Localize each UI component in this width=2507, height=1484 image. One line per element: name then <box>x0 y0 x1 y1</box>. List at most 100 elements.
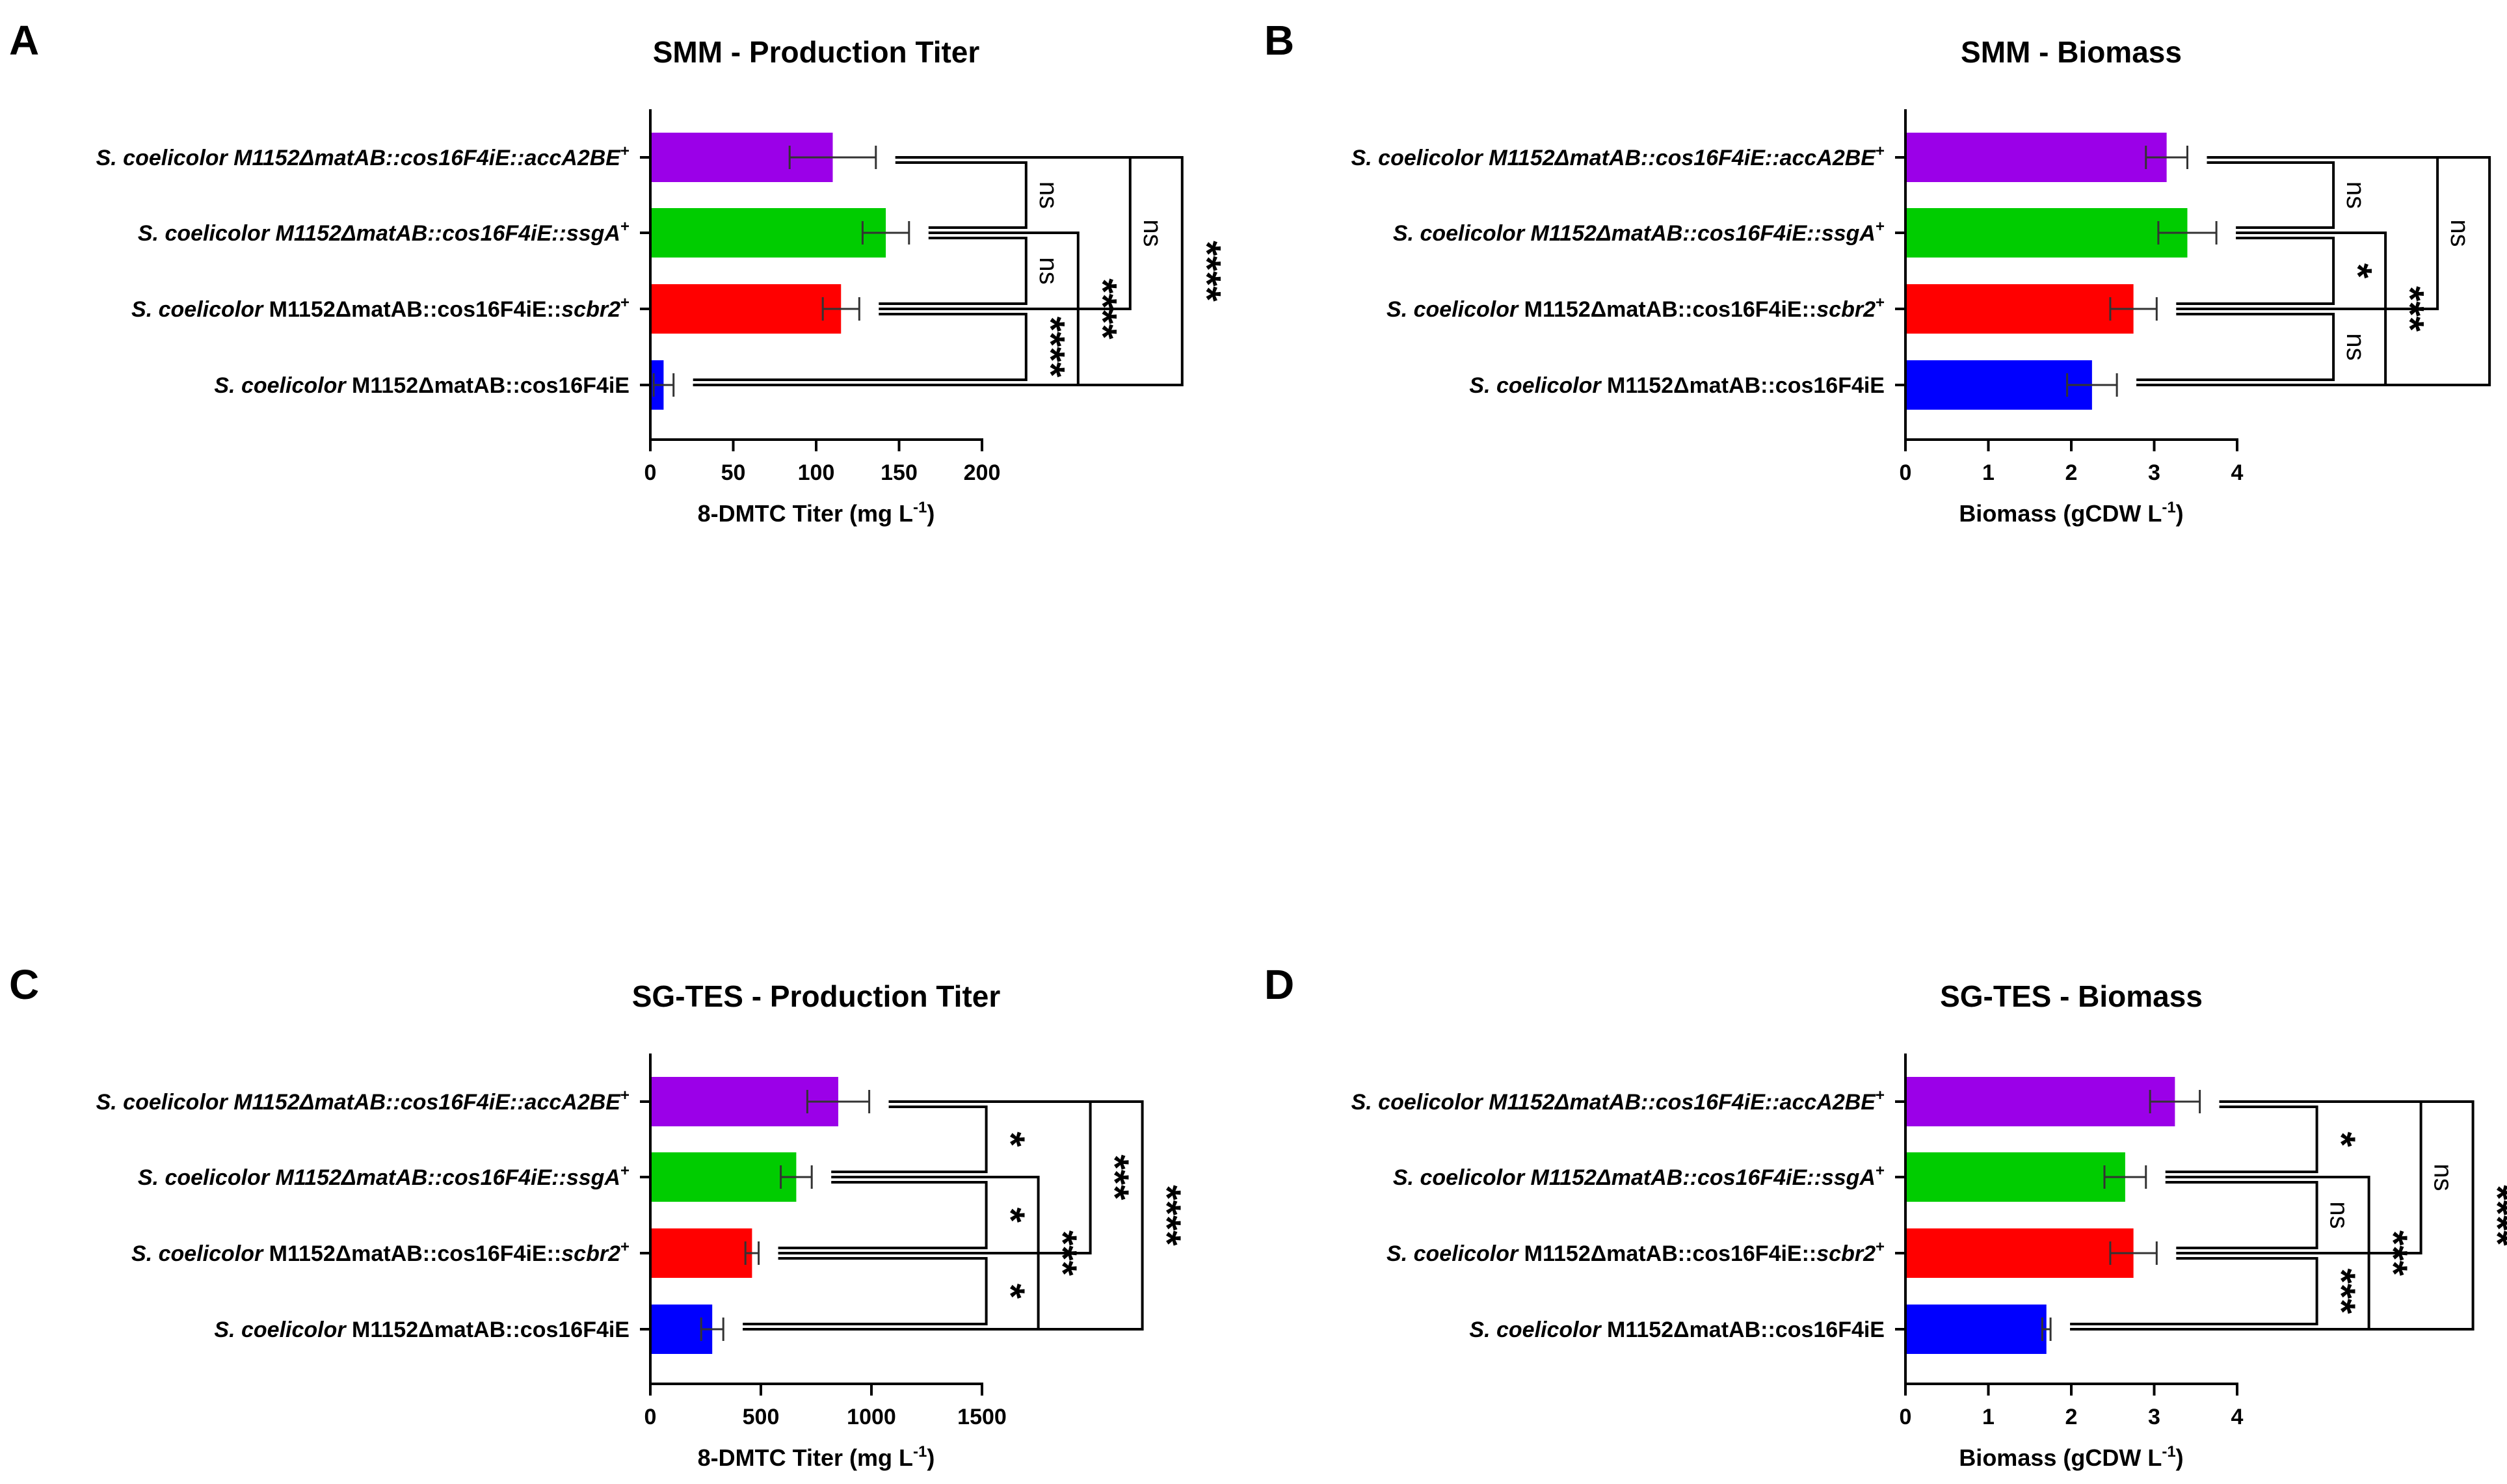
category-label-control: S. coelicolor M1152ΔmatAB::cos16F4iE <box>1469 1318 1885 1342</box>
category-superscript: + <box>1876 218 1885 235</box>
category-species: S. coelicolor <box>214 373 352 398</box>
significance-bracket <box>778 1181 988 1249</box>
significance-label: * <box>2320 1132 2363 1147</box>
x-tick-label: 0 <box>1900 460 1912 485</box>
x-tick-label: 50 <box>721 460 746 485</box>
category-label-accA2BE: S. coelicolor M1152ΔmatAB::cos16F4iE::ac… <box>1351 142 1885 170</box>
panel-label: C <box>9 961 39 1008</box>
x-axis-title-end: ) <box>2176 500 2184 527</box>
panel-b: B SMM - Biomass S. coelicolor M1152ΔmatAB:… <box>1264 17 2507 527</box>
significance-label: **** <box>1185 241 1228 302</box>
category-strain: M1152ΔmatAB::cos16F4iE::accA2BE <box>1489 146 1876 170</box>
significance-label: **** <box>1145 1185 1189 1246</box>
significance-label: *** <box>2320 1268 2363 1314</box>
x-axis-title: 8-DMTC Titer (mg L-1) <box>698 499 935 527</box>
bar-scbr2 <box>650 284 842 334</box>
x-tick-label: 100 <box>798 460 835 485</box>
x-tick-label: 4 <box>2231 460 2244 485</box>
category-species: S. coelicolor <box>1469 373 1607 398</box>
x-tick-label: 2 <box>2065 460 2078 485</box>
category-species: S. coelicolor <box>214 1318 352 1342</box>
bar-control <box>1905 360 2092 410</box>
category-superscript: + <box>620 1238 630 1256</box>
x-tick-label: 1 <box>1982 1405 1995 1429</box>
x-tick-label: 1500 <box>957 1405 1007 1429</box>
category-species: S. coelicolor <box>1351 1090 1489 1115</box>
significance-bracket <box>2165 1181 2318 1249</box>
category-species: S. coelicolor <box>1393 221 1531 246</box>
x-tick-label: 3 <box>2148 1405 2160 1429</box>
significance-bracket <box>2136 313 2335 381</box>
x-axis-title-end: ) <box>2176 1444 2184 1471</box>
category-superscript: + <box>620 294 630 311</box>
category-label-accA2BE: S. coelicolor M1152ΔmatAB::cos16F4iE::ac… <box>1351 1087 1885 1115</box>
significance-label: ns <box>1034 257 1063 284</box>
significance-bracket <box>831 1106 988 1173</box>
panel-d: D SG-TES - Biomass S. coelicolor M1152Δmat… <box>1264 961 2507 1471</box>
x-axis-title-sup: -1 <box>2162 1443 2175 1461</box>
category-superscript: + <box>1876 142 1885 160</box>
panel-c: C SG-TES - Production Titer S. coelicolor … <box>9 961 1189 1471</box>
category-label-accA2BE: S. coelicolor M1152ΔmatAB::cos16F4iE::ac… <box>96 142 630 170</box>
x-tick-label: 500 <box>743 1405 780 1429</box>
significance-bracket <box>879 237 1028 305</box>
bar-accA2BE <box>1905 1077 2175 1126</box>
category-strain-tail: scbr2 <box>1816 1241 1876 1266</box>
significance-label: ns <box>1138 219 1167 246</box>
x-tick-label: 200 <box>964 460 1001 485</box>
bar-scbr2 <box>1905 284 2134 334</box>
panel-label: B <box>1264 17 1294 64</box>
significance-label: ns <box>2325 1201 2354 1228</box>
category-strain: M1152ΔmatAB::cos16F4iE:: <box>1524 1241 1817 1266</box>
category-strain: M1152ΔmatAB::cos16F4iE <box>352 373 630 398</box>
category-strain: M1152ΔmatAB::cos16F4iE <box>1607 373 1885 398</box>
significance-label: *** <box>1093 1154 1137 1200</box>
significance-label: ** <box>2493 256 2507 287</box>
x-tick-label: 4 <box>2231 1405 2244 1429</box>
category-label-accA2BE: S. coelicolor M1152ΔmatAB::cos16F4iE::ac… <box>96 1087 630 1115</box>
x-tick-label: 0 <box>644 460 657 485</box>
category-species: S. coelicolor <box>1386 1241 1524 1266</box>
x-axis-title-main: Biomass (gCDW L <box>1959 500 2162 527</box>
x-tick-label: 1000 <box>847 1405 896 1429</box>
category-species: S. coelicolor <box>96 146 234 170</box>
bar-scbr2 <box>650 1228 752 1278</box>
significance-label: ns <box>2341 181 2370 209</box>
category-strain: M1152ΔmatAB::cos16F4iE::ssgA <box>1531 1165 1876 1190</box>
category-strain: M1152ΔmatAB::cos16F4iE <box>1607 1318 1885 1342</box>
category-label-scbr2: S. coelicolor M1152ΔmatAB::cos16F4iE::sc… <box>131 294 630 322</box>
x-axis-title-end: ) <box>927 1444 935 1471</box>
category-superscript: + <box>620 142 630 160</box>
bar-ssgA <box>650 1152 797 1202</box>
panel-label: A <box>9 17 39 64</box>
category-label-ssgA: S. coelicolor M1152ΔmatAB::cos16F4iE::ss… <box>138 218 630 246</box>
category-superscript: + <box>1876 1238 1885 1256</box>
category-species: S. coelicolor <box>138 221 276 246</box>
bar-ssgA <box>1905 1152 2125 1202</box>
category-species: S. coelicolor <box>1386 297 1524 322</box>
category-strain: M1152ΔmatAB::cos16F4iE:: <box>269 1241 562 1266</box>
category-species: S. coelicolor <box>131 1241 269 1266</box>
category-species: S. coelicolor <box>96 1090 234 1115</box>
category-label-control: S. coelicolor M1152ΔmatAB::cos16F4iE <box>214 373 630 398</box>
category-strain: M1152ΔmatAB::cos16F4iE::accA2BE <box>1489 1090 1876 1115</box>
chart-title: SMM - Production Titer <box>653 35 980 69</box>
category-strain: M1152ΔmatAB::cos16F4iE:: <box>269 297 562 322</box>
significance-label: **** <box>1029 317 1072 378</box>
category-superscript: + <box>620 218 630 235</box>
category-species: S. coelicolor <box>131 297 269 322</box>
x-tick-label: 150 <box>881 460 918 485</box>
category-superscript: + <box>1876 294 1885 311</box>
category-label-control: S. coelicolor M1152ΔmatAB::cos16F4iE <box>214 1318 630 1342</box>
category-label-scbr2: S. coelicolor M1152ΔmatAB::cos16F4iE::sc… <box>1386 294 1885 322</box>
category-superscript: + <box>620 1162 630 1180</box>
x-axis-title-main: 8-DMTC Titer (mg L <box>698 500 913 527</box>
category-strain: M1152ΔmatAB::cos16F4iE::ssgA <box>276 1165 620 1190</box>
significance-bracket <box>2165 1106 2318 1173</box>
significance-bracket <box>693 313 1028 381</box>
category-strain: M1152ΔmatAB::cos16F4iE <box>352 1318 630 1342</box>
x-tick-label: 2 <box>2065 1405 2078 1429</box>
x-axis-title-main: Biomass (gCDW L <box>1959 1444 2162 1471</box>
significance-bracket <box>2070 1257 2318 1325</box>
